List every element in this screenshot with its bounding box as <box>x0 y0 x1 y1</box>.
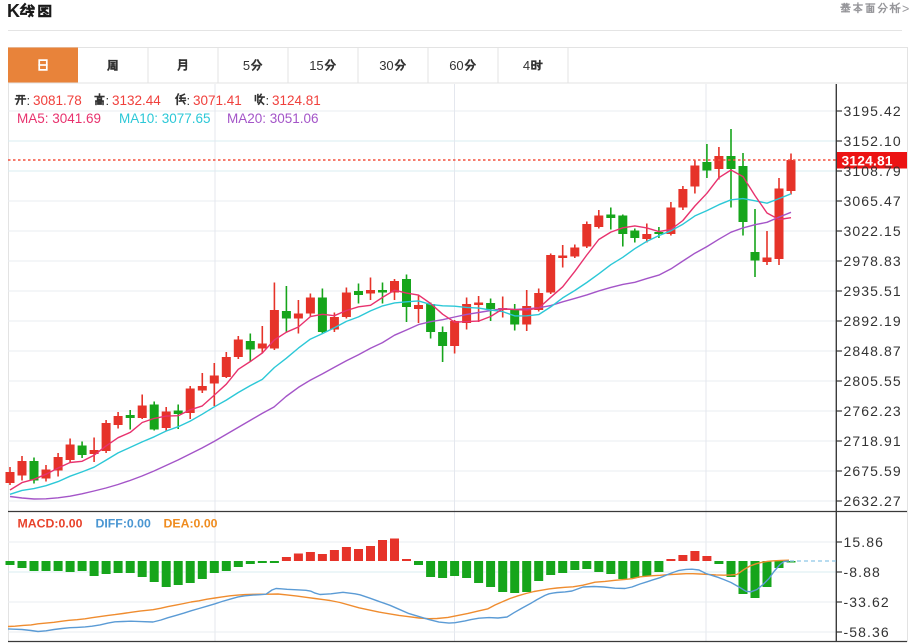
svg-text:3124.81: 3124.81 <box>842 154 893 169</box>
svg-text:15.86: 15.86 <box>844 534 885 550</box>
svg-text:3108.79: 3108.79 <box>844 163 902 179</box>
svg-text:MACD:0.00: MACD:0.00 <box>18 517 83 531</box>
svg-text:K: K <box>7 1 20 21</box>
svg-text:15: 15 <box>309 58 323 73</box>
svg-text::: : <box>27 93 31 108</box>
svg-text:DEA:0.00: DEA:0.00 <box>164 517 218 531</box>
svg-text:4: 4 <box>523 58 530 73</box>
svg-text:5: 5 <box>243 58 250 73</box>
svg-text:3022.15: 3022.15 <box>844 223 902 239</box>
svg-text:3152.10: 3152.10 <box>844 133 902 149</box>
svg-text:30: 30 <box>379 58 393 73</box>
svg-text:2675.59: 2675.59 <box>844 463 902 479</box>
svg-text:3132.44: 3132.44 <box>112 93 161 108</box>
svg-text:2718.91: 2718.91 <box>844 433 902 449</box>
svg-text::: : <box>106 93 110 108</box>
svg-text:2848.87: 2848.87 <box>844 343 902 359</box>
svg-text:3124.81: 3124.81 <box>272 93 321 108</box>
svg-text:60: 60 <box>449 58 463 73</box>
svg-text:3065.47: 3065.47 <box>844 193 902 209</box>
svg-text:MA10: 3077.65: MA10: 3077.65 <box>119 111 211 126</box>
svg-text:MA20: 3051.06: MA20: 3051.06 <box>227 111 319 126</box>
svg-text:2935.51: 2935.51 <box>844 283 902 299</box>
svg-text::: : <box>187 93 191 108</box>
svg-text:2805.55: 2805.55 <box>844 373 902 389</box>
svg-text:MA5: 3041.69: MA5: 3041.69 <box>17 111 101 126</box>
svg-text:2762.23: 2762.23 <box>844 403 902 419</box>
svg-text:3195.42: 3195.42 <box>844 103 902 119</box>
svg-text:-8.88: -8.88 <box>844 564 881 580</box>
svg-text::: : <box>266 93 270 108</box>
svg-text:2892.19: 2892.19 <box>844 313 902 329</box>
svg-text:2978.83: 2978.83 <box>844 253 902 269</box>
svg-text:3071.41: 3071.41 <box>193 93 242 108</box>
svg-text:2632.27: 2632.27 <box>844 493 902 509</box>
svg-text:3081.78: 3081.78 <box>33 93 82 108</box>
svg-text:>: > <box>902 2 909 16</box>
svg-text:-33.62: -33.62 <box>844 594 890 610</box>
svg-text:-58.36: -58.36 <box>844 624 890 640</box>
svg-text:DIFF:0.00: DIFF:0.00 <box>96 517 152 531</box>
